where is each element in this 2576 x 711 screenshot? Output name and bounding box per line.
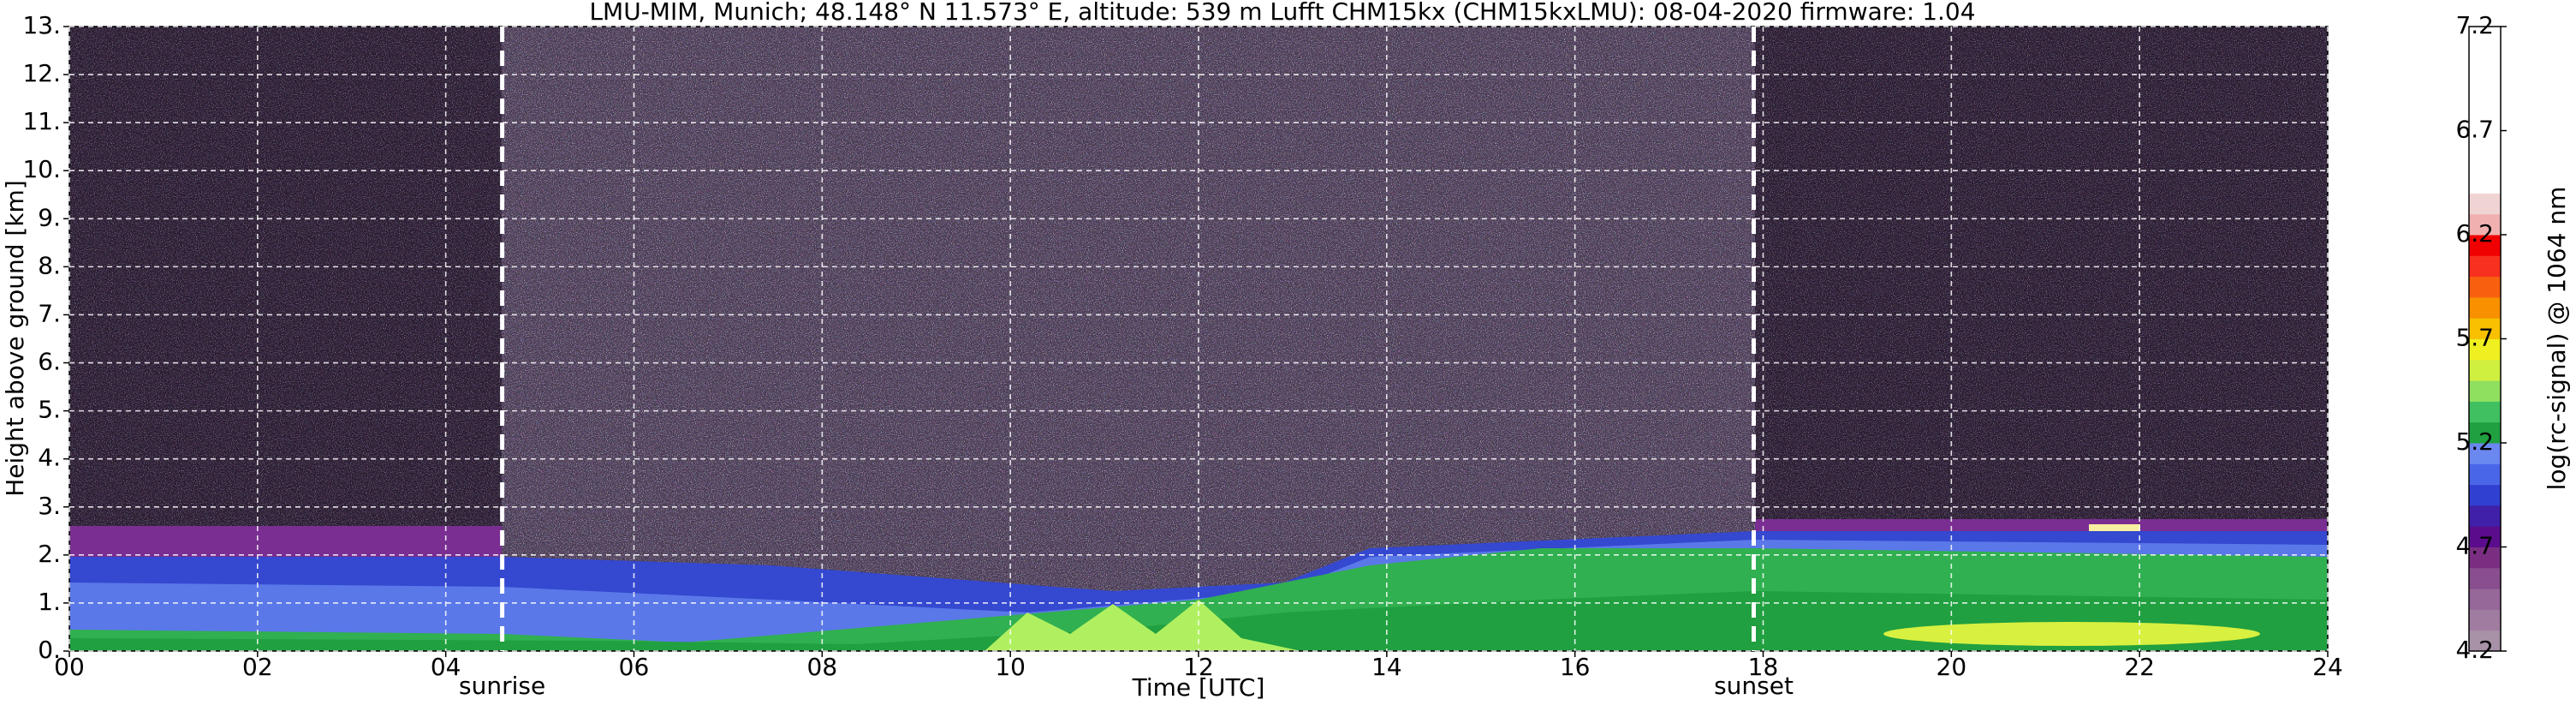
y-tick-label: 9. <box>38 203 61 231</box>
x-tick-label: 00 <box>54 653 85 681</box>
colorbar-label: log(rc-signal) @ 1064 nm <box>2543 187 2571 491</box>
colorbar-segment <box>2469 547 2501 569</box>
y-tick-label: 10. <box>22 155 61 183</box>
annotation-label: sunset <box>1714 672 1794 700</box>
colorbar-segment <box>2469 276 2501 298</box>
colorbar-segment <box>2469 88 2501 111</box>
colorbar-segment <box>2469 130 2501 152</box>
colorbar-tick-label: 4.7 <box>2455 532 2494 560</box>
colorbar-segment <box>2469 27 2501 48</box>
colorbar-segment <box>2469 193 2501 215</box>
x-tick-label: 06 <box>619 653 650 681</box>
x-tick-label: 20 <box>1936 653 1967 681</box>
colorbar-segment <box>2469 630 2501 652</box>
x-axis-label: Time [UTC] <box>1132 673 1265 702</box>
colorbar-segment <box>2469 213 2501 236</box>
colorbar-segment <box>2469 255 2501 278</box>
y-tick-label: 13. <box>22 11 61 39</box>
colorbar-tick-label: 5.2 <box>2455 427 2494 456</box>
y-axis-label: Height above ground [km] <box>1 180 29 497</box>
colorbar-segment <box>2469 609 2501 631</box>
colorbar-segment <box>2469 463 2501 486</box>
y-tick-label: 1. <box>38 588 61 616</box>
colorbar-segment <box>2469 526 2501 547</box>
colorbar-segment <box>2469 380 2501 402</box>
y-tick-label: 2. <box>38 540 61 568</box>
colorbar-tick-label: 7.2 <box>2455 11 2494 39</box>
y-tick-label: 0. <box>38 636 61 664</box>
colorbar-segment <box>2469 567 2501 589</box>
colorbar-segment <box>2469 338 2501 361</box>
chart-title: LMU-MIM, Munich; 48.148° N 11.573° E, al… <box>589 0 1975 26</box>
colorbar-segment <box>2469 318 2501 339</box>
colorbar-tick-label: 4.2 <box>2455 636 2494 664</box>
y-tick-label: 8. <box>38 251 61 279</box>
x-tick-label: 04 <box>431 653 461 681</box>
x-tick-label: 12 <box>1183 653 1214 681</box>
colorbar-tick-label: 6.2 <box>2455 219 2494 248</box>
colorbar-segment <box>2469 505 2501 527</box>
y-tick-label: 6. <box>38 348 61 376</box>
y-tick-label: 5. <box>38 396 61 424</box>
y-tick-label: 3. <box>38 492 61 520</box>
annotation-label: sunrise <box>459 672 545 700</box>
x-tick-label: 02 <box>242 653 273 681</box>
x-tick-label: 14 <box>1371 653 1402 681</box>
colorbar-segment <box>2469 401 2501 423</box>
y-tick-label: 7. <box>38 299 61 327</box>
colorbar-segment <box>2469 484 2501 506</box>
y-tick-label: 12. <box>22 59 61 87</box>
colorbar-segment <box>2469 68 2501 90</box>
colorbar-segment <box>2469 359 2501 381</box>
colorbar-segment <box>2469 151 2501 173</box>
colorbar-segment <box>2469 235 2501 256</box>
x-tick-label: 10 <box>995 653 1026 681</box>
x-tick-label: 16 <box>1560 653 1591 681</box>
y-tick-label: 4. <box>38 444 61 472</box>
x-tick-label: 08 <box>807 653 838 681</box>
colorbar-segment <box>2469 47 2501 69</box>
colorbar-segment <box>2469 110 2501 131</box>
colorbar-segment <box>2469 589 2501 610</box>
colorbar-segment <box>2469 421 2501 444</box>
y-tick-label: 11. <box>22 107 61 135</box>
x-tick-label: 22 <box>2124 653 2155 681</box>
colorbar-segment <box>2469 296 2501 319</box>
colorbar-tick-label: 6.7 <box>2455 116 2494 144</box>
colorbar-segment <box>2469 172 2501 194</box>
x-tick-label: 24 <box>2312 653 2343 681</box>
colorbar-tick-label: 5.7 <box>2455 324 2494 352</box>
colorbar-segment <box>2469 443 2501 464</box>
x-tick-label: 18 <box>1748 653 1779 681</box>
